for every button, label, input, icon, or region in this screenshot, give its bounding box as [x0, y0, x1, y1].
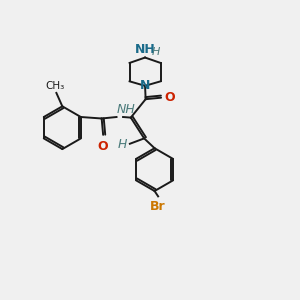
Text: O: O	[98, 140, 109, 153]
Text: NH: NH	[135, 43, 155, 56]
Text: O: O	[164, 91, 175, 104]
Text: Br: Br	[150, 200, 166, 213]
Text: CH₃: CH₃	[45, 81, 64, 91]
Text: NH: NH	[117, 103, 136, 116]
Text: N: N	[140, 79, 150, 92]
Text: H: H	[118, 138, 128, 152]
Text: H: H	[152, 47, 160, 57]
